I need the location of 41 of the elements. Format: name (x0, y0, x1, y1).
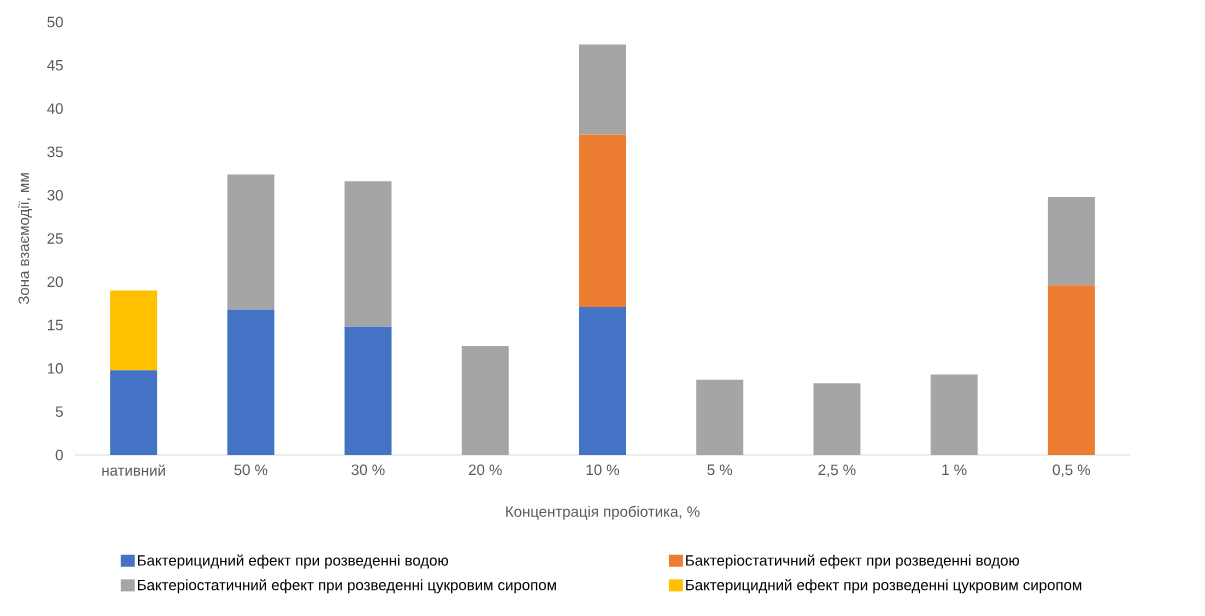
bar (579, 134, 626, 307)
y-tick-label: 5 (55, 406, 63, 417)
x-tick-label: 0,5 % (1052, 464, 1091, 477)
x-tick-label: нативний (102, 464, 165, 476)
x-tick-label: 5 % (707, 464, 733, 476)
bar (227, 309, 275, 455)
x-tick-label: 10 % (586, 464, 620, 476)
y-tick-label: 40 (47, 103, 63, 114)
y-tick-label: 10 (47, 363, 63, 374)
bar (344, 181, 392, 327)
legend-label: Бактерицидний ефект при розведенні водою (138, 554, 449, 569)
bar (110, 290, 158, 371)
y-tick-label: 35 (47, 146, 63, 158)
y-tick-label: 0 (55, 449, 63, 461)
x-tick-label: 30 % (351, 464, 385, 476)
bar (461, 345, 509, 455)
bar (579, 44, 626, 135)
x-tick-label: 2,5 % (818, 464, 856, 477)
y-tick-label: 20 (47, 276, 63, 288)
x-axis-title: Концентрація пробіотика, % (506, 505, 700, 520)
y-axis-title: Зона взаємодії, мм (18, 173, 32, 305)
x-tick-label: 1 % (942, 464, 967, 476)
bar (579, 306, 626, 455)
bar (227, 174, 275, 310)
legend-label: Бактеріостатичний ефект при розведенні цукровим сиропом (138, 579, 556, 594)
y-tick-label: 15 (47, 319, 63, 331)
bar (1047, 196, 1095, 286)
bar (813, 383, 861, 455)
x-tick-label: 20 % (468, 464, 502, 476)
y-tick-label: 30 (47, 189, 63, 201)
legend-label: Бактерицидний ефект при розведенні цукровим сиропом (686, 579, 1082, 594)
bar (696, 379, 744, 455)
x-tick-label: 50 % (234, 464, 268, 476)
bar (930, 374, 978, 455)
y-tick-label: 50 (47, 16, 63, 28)
bar (110, 370, 158, 455)
y-tick-label: 25 (47, 233, 63, 244)
legend-label: Бактеріостатичний ефект при розведенні водою (686, 554, 1020, 569)
bar (1047, 285, 1095, 455)
y-tick-label: 45 (47, 60, 63, 71)
bar (344, 326, 392, 455)
